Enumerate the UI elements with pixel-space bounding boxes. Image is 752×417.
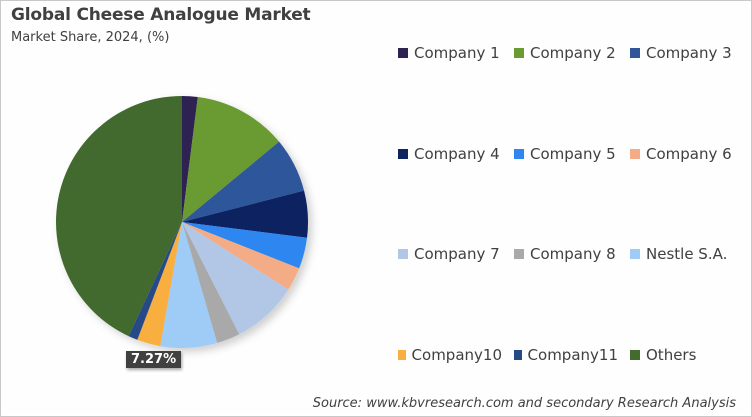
legend-label: Company 4 — [414, 145, 500, 163]
pie-slice-company-3[interactable] — [182, 141, 305, 222]
legend-swatch — [630, 149, 640, 159]
data-label-nestle: 7.27% — [126, 351, 182, 368]
legend-item-company-8[interactable]: Company 8 — [514, 245, 618, 263]
source-note: Source: www.kbvresearch.com and secondar… — [312, 396, 736, 411]
legend-item-company-11[interactable]: Company11 — [514, 346, 618, 364]
legend-swatch — [514, 350, 522, 360]
legend-item-company-2[interactable]: Company 2 — [514, 44, 618, 62]
pie-slice-company-5[interactable] — [182, 222, 308, 269]
pie-slice-company-2[interactable] — [182, 96, 280, 222]
legend-item-company-7[interactable]: Company 7 — [398, 245, 502, 263]
pie-slice-company-7[interactable] — [182, 222, 289, 335]
pie-slice-company-4[interactable] — [182, 190, 309, 238]
legend-label: Company 2 — [530, 44, 616, 62]
pie-slice-nestle-s-a[interactable] — [160, 222, 218, 349]
chart-subtitle: Market Share, 2024, (%) — [11, 30, 170, 45]
legend-label: Company 8 — [530, 245, 616, 263]
pie-slice-company10[interactable] — [137, 222, 182, 347]
legend-item-company-3[interactable]: Company 3 — [630, 44, 732, 62]
legend-row-2: Company 4 Company 5 Company 6 — [398, 141, 744, 167]
chart-title: Global Cheese Analogue Market — [11, 5, 311, 25]
legend-row-4: Company10 Company11 Others — [398, 342, 708, 368]
legend-item-others[interactable]: Others — [630, 346, 696, 364]
legend-row-3: Company 7 Company 8 Nestle S.A. — [398, 241, 739, 267]
legend-item-company-4[interactable]: Company 4 — [398, 145, 502, 163]
legend-swatch — [398, 48, 408, 58]
legend-swatch — [514, 149, 524, 159]
legend-swatch — [630, 350, 640, 360]
pie-slice-company-6[interactable] — [182, 222, 300, 290]
pie-chart — [56, 96, 309, 349]
legend-label: Nestle S.A. — [646, 245, 728, 263]
legend-label: Company 1 — [414, 44, 500, 62]
legend-label: Company11 — [527, 346, 618, 364]
legend-swatch — [514, 249, 524, 259]
legend-item-company-10[interactable]: Company10 — [398, 346, 502, 364]
legend-label: Company 5 — [530, 145, 616, 163]
legend-row-1: Company 1 Company 2 Company 3 — [398, 40, 744, 66]
legend-label: Company10 — [411, 346, 502, 364]
legend-item-company-1[interactable]: Company 1 — [398, 44, 502, 62]
legend-swatch — [398, 149, 408, 159]
legend-label: Company 6 — [646, 145, 732, 163]
legend-label: Others — [646, 346, 697, 364]
legend-item-company-6[interactable]: Company 6 — [630, 145, 732, 163]
legend-item-nestle[interactable]: Nestle S.A. — [630, 245, 727, 263]
legend-label: Company 3 — [646, 44, 732, 62]
pie-slice-others[interactable] — [56, 96, 182, 337]
legend-swatch — [630, 249, 640, 259]
pie-slice-company-8[interactable] — [182, 222, 240, 343]
legend-swatch — [514, 48, 524, 58]
legend-label: Company 7 — [414, 245, 500, 263]
pie-slice-company-1[interactable] — [182, 96, 198, 222]
legend-item-company-5[interactable]: Company 5 — [514, 145, 618, 163]
legend-swatch — [630, 48, 640, 58]
legend-swatch — [398, 249, 408, 259]
legend-swatch — [398, 350, 406, 360]
pie-slice-company11[interactable] — [128, 222, 182, 340]
